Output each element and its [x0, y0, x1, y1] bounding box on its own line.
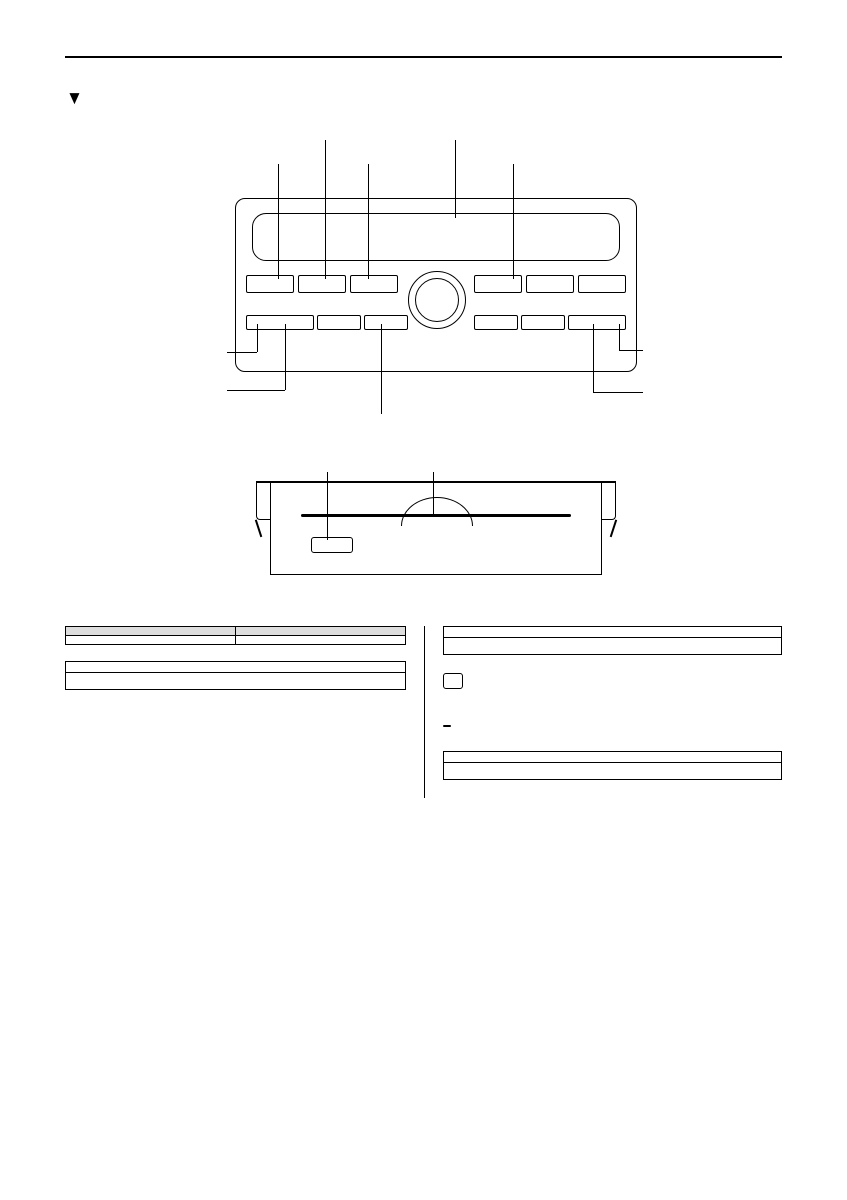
note-body — [444, 763, 782, 779]
play-body — [443, 713, 783, 735]
note-box-1 — [65, 661, 406, 690]
leader-line — [227, 390, 285, 391]
cd-unit — [270, 482, 602, 575]
media-icon — [443, 725, 451, 727]
note-title — [66, 662, 405, 673]
note-box-3 — [443, 751, 783, 780]
note-title — [444, 627, 782, 638]
cd-slot[interactable] — [301, 514, 571, 517]
note-title — [444, 752, 782, 763]
page: ▼ — [0, 0, 847, 1200]
eject-icon — [443, 673, 463, 689]
cd-wing — [256, 481, 271, 520]
leader-line — [285, 324, 286, 390]
content-columns — [65, 626, 782, 797]
eject-button[interactable] — [311, 537, 353, 553]
leader-line — [619, 324, 620, 350]
section-title: ▼ — [65, 86, 782, 110]
radio-display — [252, 213, 620, 261]
preset-1[interactable] — [246, 275, 294, 293]
td-data — [235, 636, 405, 645]
slope — [610, 520, 617, 538]
volume-knob[interactable] — [408, 271, 466, 329]
media-button[interactable] — [364, 315, 408, 330]
leader-line — [593, 392, 643, 393]
eject-body — [443, 673, 783, 695]
preset-row-right — [474, 275, 626, 293]
td-type — [66, 636, 236, 645]
note-body — [66, 673, 405, 689]
footer — [762, 1138, 782, 1164]
menu-row — [474, 315, 626, 330]
preset-5[interactable] — [526, 275, 574, 293]
menu-button[interactable] — [474, 315, 518, 330]
leader-line — [619, 350, 643, 351]
note-body — [444, 638, 782, 654]
folder-button[interactable] — [568, 315, 626, 330]
fmam-button[interactable] — [317, 315, 361, 330]
left-column — [65, 626, 424, 797]
slope — [255, 520, 262, 538]
radio-diagram — [65, 124, 782, 444]
preset-2[interactable] — [298, 275, 346, 293]
type-table — [65, 626, 406, 645]
preset-3[interactable] — [350, 275, 398, 293]
leader-line — [257, 324, 258, 352]
preset-4[interactable] — [474, 275, 522, 293]
th-type — [66, 627, 236, 636]
radio-unit — [235, 198, 637, 372]
note-box-2 — [443, 626, 783, 655]
th-data — [235, 627, 405, 636]
right-column — [424, 626, 783, 797]
leader-line — [593, 324, 594, 392]
preset-row-left — [246, 275, 398, 293]
leader-line — [381, 324, 382, 414]
preset-6[interactable] — [578, 275, 626, 293]
cd-diagram — [65, 448, 782, 608]
cd-wing — [601, 481, 616, 520]
page-header — [65, 52, 782, 58]
cd-arc-icon — [401, 497, 473, 526]
leader-line — [227, 352, 257, 353]
autom-button[interactable] — [521, 315, 565, 330]
tune-row — [246, 315, 408, 330]
triangle-icon: ▼ — [66, 88, 83, 110]
